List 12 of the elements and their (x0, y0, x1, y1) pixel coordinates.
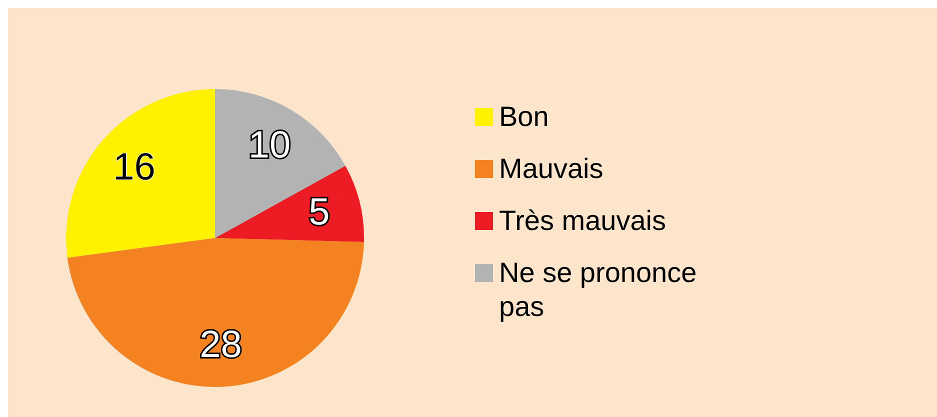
legend-label: Bon (499, 100, 549, 134)
data-label: 10 (248, 124, 291, 167)
pie-slice (215, 89, 346, 238)
pie-slice (215, 166, 364, 242)
data-label: 5 (308, 192, 330, 234)
data-label: 28 (200, 324, 242, 366)
legend-label: Ne se prononce pas (499, 256, 698, 324)
legend-label: Très mauvais (499, 204, 666, 238)
legend-label: Mauvais (499, 152, 604, 186)
pie-slice (67, 238, 364, 387)
data-label: 16 (113, 146, 156, 188)
pie-slice (66, 89, 215, 258)
